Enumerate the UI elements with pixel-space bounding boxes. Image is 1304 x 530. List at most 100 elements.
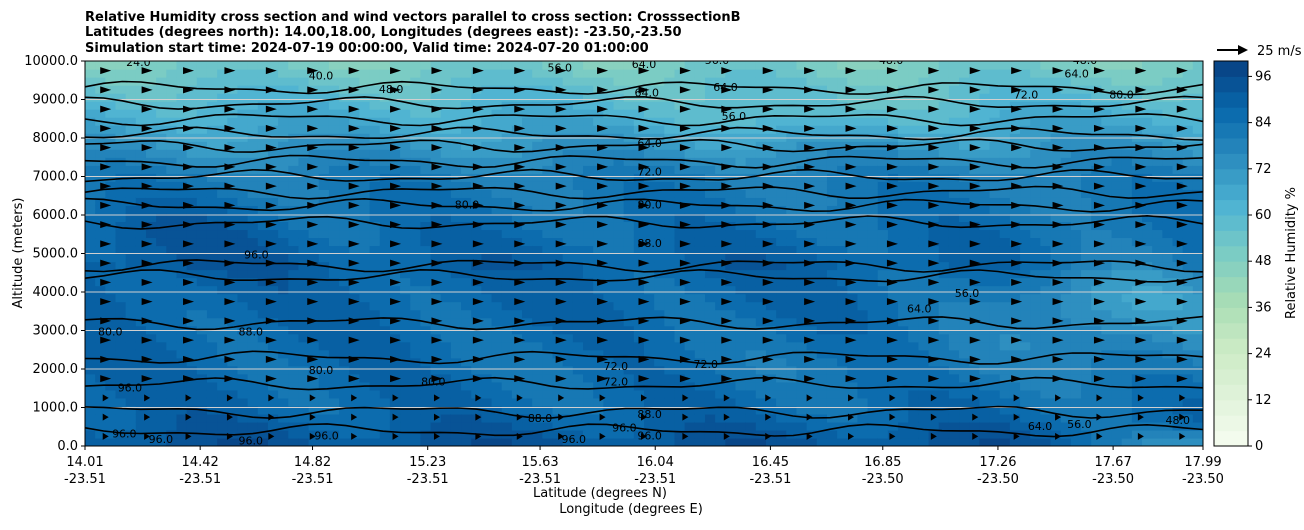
rh-cell <box>969 389 980 399</box>
rh-cell <box>928 269 940 279</box>
rh-cell <box>288 293 300 303</box>
rh-cell <box>491 437 503 446</box>
rh-cell <box>491 69 503 78</box>
rh-cell <box>735 317 747 327</box>
rh-cell <box>125 205 137 214</box>
rh-cell <box>603 237 615 247</box>
rh-cell <box>247 293 259 303</box>
rh-cell <box>887 437 899 446</box>
rh-cell <box>217 437 228 446</box>
rh-cell <box>623 165 635 174</box>
rh-cell <box>867 165 879 174</box>
rh-cell <box>1101 357 1113 367</box>
rh-cell <box>989 173 1001 182</box>
rh-cell <box>918 125 930 134</box>
rh-cell <box>1050 253 1062 263</box>
rh-cell <box>430 397 442 407</box>
rh-cell <box>735 413 747 423</box>
rh-cell <box>948 405 960 415</box>
rh-cell <box>948 381 960 391</box>
rh-cell <box>959 221 970 231</box>
rh-cell <box>267 437 279 446</box>
rh-cell <box>806 245 818 255</box>
rh-cell <box>542 205 554 214</box>
rh-cell <box>135 309 147 319</box>
rh-cell <box>339 437 350 446</box>
rh-cell <box>989 373 1001 383</box>
rh-cell <box>1131 365 1143 375</box>
rh-cell <box>633 293 645 303</box>
rh-cell <box>227 149 239 158</box>
rh-cell <box>654 165 665 174</box>
rh-cell <box>400 357 411 367</box>
rh-cell <box>257 77 269 86</box>
rh-cell <box>1111 221 1123 231</box>
rh-cell <box>349 205 361 214</box>
rh-cell <box>745 157 757 166</box>
rh-cell <box>257 301 269 311</box>
rh-cell <box>765 301 777 311</box>
rh-cell <box>928 213 940 223</box>
rh-cell <box>877 349 889 359</box>
rh-cell <box>837 197 848 206</box>
rh-cell <box>389 293 401 303</box>
rh-cell <box>186 69 198 78</box>
rh-cell <box>877 189 889 198</box>
rh-cell <box>532 173 543 182</box>
rh-cell <box>430 341 442 351</box>
rh-cell <box>654 69 665 78</box>
rh-cell <box>328 149 340 158</box>
rh-cell <box>745 365 757 375</box>
rh-cell <box>562 229 574 239</box>
rh-cell <box>989 253 1001 263</box>
rh-cell <box>857 269 869 279</box>
rh-cell <box>816 317 828 327</box>
rh-cell <box>765 413 777 423</box>
rh-cell <box>654 109 665 118</box>
rh-cell <box>1040 173 1052 182</box>
rh-cell <box>532 277 543 287</box>
rh-cell <box>959 157 970 166</box>
rh-cell <box>898 261 909 271</box>
rh-cell <box>247 69 259 78</box>
rh-cell <box>257 349 269 359</box>
rh-cell <box>369 397 381 407</box>
rh-cell <box>105 189 117 198</box>
rh-cell <box>928 389 940 399</box>
rh-cell <box>257 117 269 126</box>
rh-cell <box>847 141 859 150</box>
rh-cell <box>857 165 869 174</box>
rh-cell <box>684 349 696 359</box>
rh-cell <box>644 77 655 86</box>
rh-cell <box>765 261 777 271</box>
rh-cell <box>237 173 249 182</box>
rh-cell <box>206 397 218 407</box>
rh-cell <box>806 213 818 223</box>
rh-cell <box>247 341 259 351</box>
rh-cell <box>1070 277 1082 287</box>
rh-cell <box>776 117 787 126</box>
rh-cell <box>145 157 157 166</box>
rh-cell <box>552 253 564 263</box>
rh-cell <box>257 389 269 399</box>
rh-cell <box>328 365 340 375</box>
rh-cell <box>603 333 615 343</box>
rh-cell <box>796 285 808 295</box>
rh-cell <box>400 253 411 263</box>
rh-cell <box>278 309 289 319</box>
rh-cell <box>217 341 228 351</box>
rh-cell <box>959 293 970 303</box>
rh-cell <box>1081 213 1092 223</box>
rh-cell <box>603 77 615 86</box>
rh-cell <box>552 109 564 118</box>
rh-cell <box>125 101 137 110</box>
rh-cell <box>999 333 1011 343</box>
rh-cell <box>989 341 1001 351</box>
rh-cell <box>837 397 848 407</box>
rh-cell <box>217 213 228 223</box>
rh-cell <box>562 253 574 263</box>
rh-cell <box>603 85 615 94</box>
rh-cell <box>318 285 330 295</box>
rh-cell <box>806 173 818 182</box>
rh-cell <box>1121 413 1133 423</box>
